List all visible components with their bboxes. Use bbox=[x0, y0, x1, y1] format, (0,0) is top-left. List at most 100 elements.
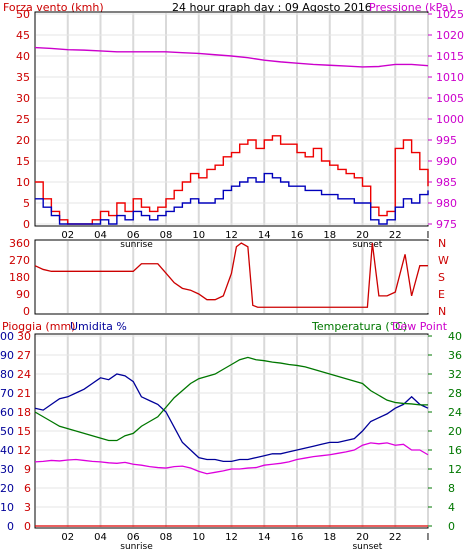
humidity-tick-label: 90 bbox=[0, 349, 14, 362]
rain-tick-label: 3 bbox=[24, 501, 31, 514]
x-tick-label: 22 bbox=[389, 230, 402, 241]
top-left-title: Forza vento (kmh) bbox=[3, 1, 104, 14]
direction-tick-label: 360 bbox=[9, 237, 30, 250]
pressure-tick-label: 990 bbox=[436, 155, 457, 168]
temperature-tick-label: 36 bbox=[448, 349, 462, 362]
wind-tick-label: 40 bbox=[16, 50, 30, 63]
dewpoint-label: Dew Point bbox=[392, 320, 448, 333]
wind-tick-label: 35 bbox=[16, 71, 30, 84]
temperature-tick-label: 40 bbox=[448, 330, 462, 343]
x-tick-label: 22 bbox=[389, 532, 402, 543]
humidity-label: Umidita % bbox=[70, 320, 127, 333]
x-tick-label: 14 bbox=[258, 230, 271, 241]
wind-tick-label: 5 bbox=[23, 197, 30, 210]
x-tick-label: 12 bbox=[225, 230, 238, 241]
pressure-tick-label: 1010 bbox=[436, 71, 464, 84]
wind-tick-label: 50 bbox=[16, 8, 30, 21]
sunrise-label: sunrise bbox=[120, 542, 153, 552]
rain-tick-label: 27 bbox=[17, 349, 31, 362]
temperature-tick-label: 16 bbox=[448, 444, 462, 457]
pressure-tick-label: 995 bbox=[436, 134, 457, 147]
series-line-forza-vento-kmh- bbox=[35, 135, 429, 225]
rain-label: Pioggia (mm) bbox=[2, 320, 76, 333]
x-tick-label: 08 bbox=[160, 532, 173, 543]
pressure-tick-label: 1015 bbox=[436, 50, 464, 63]
wind-tick-label: 25 bbox=[16, 113, 30, 126]
x-tick-label: 18 bbox=[323, 230, 336, 241]
wind-tick-label: 10 bbox=[16, 176, 30, 189]
x-tick-label: 04 bbox=[94, 230, 107, 241]
x-tick-label: 18 bbox=[323, 532, 336, 543]
pressure-tick-label: 975 bbox=[436, 218, 457, 231]
series-line-temperatura bbox=[34, 356, 428, 442]
rain-tick-label: 21 bbox=[17, 387, 31, 400]
x-tick-label: 10 bbox=[192, 230, 205, 241]
humidity-tick-label: 20 bbox=[0, 482, 14, 495]
temperature-tick-label: 4 bbox=[448, 501, 455, 514]
temperature-tick-label: 8 bbox=[448, 482, 455, 495]
pressure-tick-label: 1025 bbox=[436, 8, 464, 21]
temperature-tick-label: 20 bbox=[448, 425, 462, 438]
x-tick-label: 02 bbox=[61, 532, 74, 543]
wind-tick-label: 30 bbox=[16, 92, 30, 105]
humidity-tick-label: 10 bbox=[0, 501, 14, 514]
humidity-tick-label: 100 bbox=[0, 330, 14, 343]
sunrise-label: sunrise bbox=[120, 240, 153, 250]
direction-tick-label: 270 bbox=[9, 254, 30, 267]
sunset-label: sunset bbox=[352, 240, 382, 250]
x-tick-label: 06 bbox=[127, 532, 140, 543]
rain-tick-label: 12 bbox=[17, 444, 31, 457]
temperature-tick-label: 0 bbox=[448, 520, 455, 533]
direction-tick-label: 180 bbox=[9, 271, 30, 284]
rain-tick-label: 6 bbox=[24, 482, 31, 495]
rain-tick-label: 18 bbox=[17, 406, 31, 419]
x-tick-label: I bbox=[427, 532, 430, 543]
x-tick-label: 20 bbox=[356, 230, 369, 241]
x-tick-label: 14 bbox=[258, 532, 271, 543]
x-tick-label: 08 bbox=[160, 230, 173, 241]
compass-tick-label: N bbox=[438, 237, 446, 250]
rain-tick-label: 15 bbox=[17, 425, 31, 438]
pressure-tick-label: 1020 bbox=[436, 29, 464, 42]
direction-tick-label: 0 bbox=[23, 305, 30, 318]
x-tick-label: 20 bbox=[356, 532, 369, 543]
top-right-title: Pressione (kPa) bbox=[369, 1, 453, 14]
pressure-tick-label: 1005 bbox=[436, 92, 464, 105]
rain-tick-label: 24 bbox=[17, 368, 31, 381]
humidity-tick-label: 30 bbox=[0, 463, 14, 476]
x-tick-label: 12 bbox=[225, 532, 238, 543]
x-tick-label: 10 bbox=[192, 532, 205, 543]
compass-tick-label: E bbox=[438, 288, 445, 301]
series-line-dew-point bbox=[34, 442, 429, 475]
sunset-label: sunset bbox=[352, 542, 382, 552]
humidity-tick-label: 60 bbox=[0, 406, 14, 419]
wind-tick-label: 45 bbox=[16, 29, 30, 42]
humidity-tick-label: 0 bbox=[7, 520, 14, 533]
x-tick-label: 06 bbox=[127, 230, 140, 241]
wind-tick-label: 0 bbox=[23, 218, 30, 231]
temperature-tick-label: 24 bbox=[448, 406, 462, 419]
rain-tick-label: 30 bbox=[17, 330, 31, 343]
x-tick-label: 04 bbox=[94, 532, 107, 543]
direction-tick-label: 90 bbox=[16, 288, 30, 301]
compass-tick-label: N bbox=[438, 305, 446, 318]
temperature-tick-label: 32 bbox=[448, 368, 462, 381]
series-line-raffica-kmh- bbox=[35, 172, 429, 225]
humidity-tick-label: 50 bbox=[0, 425, 14, 438]
x-tick-label: 16 bbox=[291, 230, 304, 241]
series-line-wind-direction bbox=[34, 242, 428, 308]
pressure-tick-label: 980 bbox=[436, 197, 457, 210]
temperature-tick-label: 12 bbox=[448, 463, 462, 476]
humidity-tick-label: 40 bbox=[0, 444, 14, 457]
humidity-tick-label: 80 bbox=[0, 368, 14, 381]
rain-tick-label: 0 bbox=[24, 520, 31, 533]
pressure-tick-label: 985 bbox=[436, 176, 457, 189]
x-tick-label: 16 bbox=[291, 532, 304, 543]
series-line-umidita- bbox=[34, 373, 429, 463]
series-line-pressione-kpa- bbox=[34, 46, 429, 68]
wind-tick-label: 20 bbox=[16, 134, 30, 147]
temperature-label: Temperatura (°C) bbox=[312, 320, 408, 333]
top-center-title: 24 hour graph day : 09 Agosto 2016 bbox=[172, 1, 372, 14]
temperature-tick-label: 28 bbox=[448, 387, 462, 400]
